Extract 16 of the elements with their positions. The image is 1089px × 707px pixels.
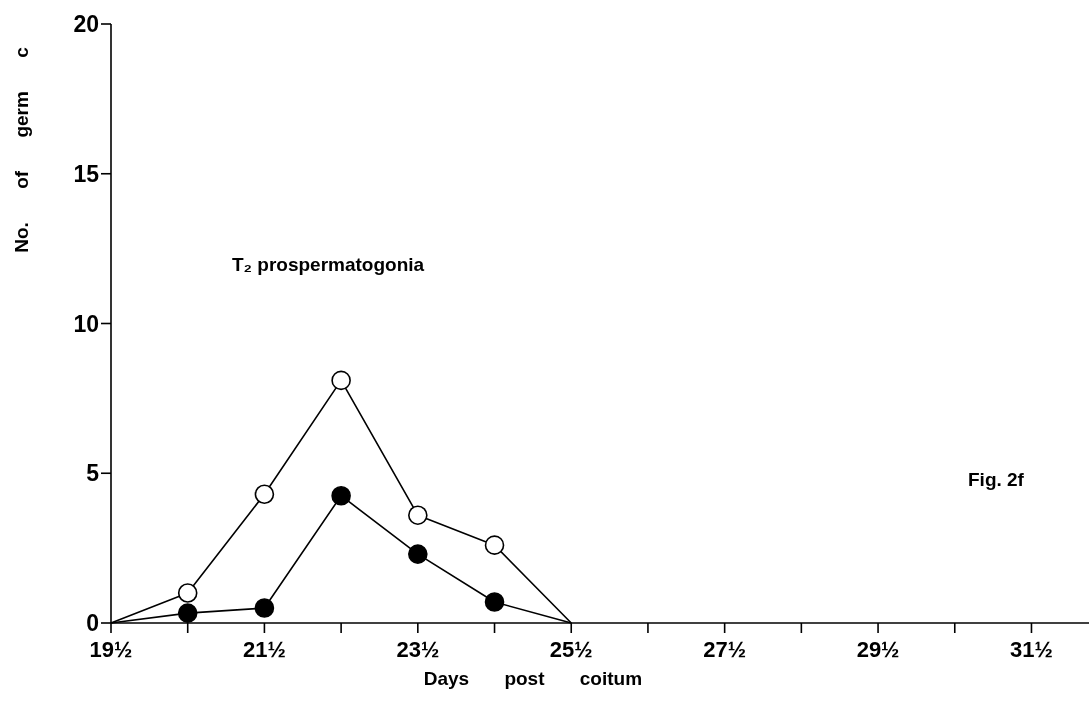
y-axis-title: No. of germ c [11,46,32,253]
annotation: T₂ prospermatogonia [232,254,425,275]
x-tick-label: 19½ [89,637,133,662]
y-tick-label: 10 [73,310,99,337]
x-tick-label: 31½ [1010,637,1053,662]
y-tick-label: 0 [86,610,99,636]
y-tick-label: 15 [73,160,100,187]
x-axis-title: Days post coitum [423,668,643,689]
x-tick-label: 23½ [396,637,440,662]
x-tick-label: 25½ [549,637,593,662]
x-tick-label: 27½ [703,637,747,662]
annotation: Fig. 2f [968,469,1025,490]
x-tick-label: 21½ [243,637,286,662]
y-tick-label: 20 [73,11,99,37]
y-tick-label: 5 [86,460,100,487]
x-tick-label: 29½ [856,637,900,662]
